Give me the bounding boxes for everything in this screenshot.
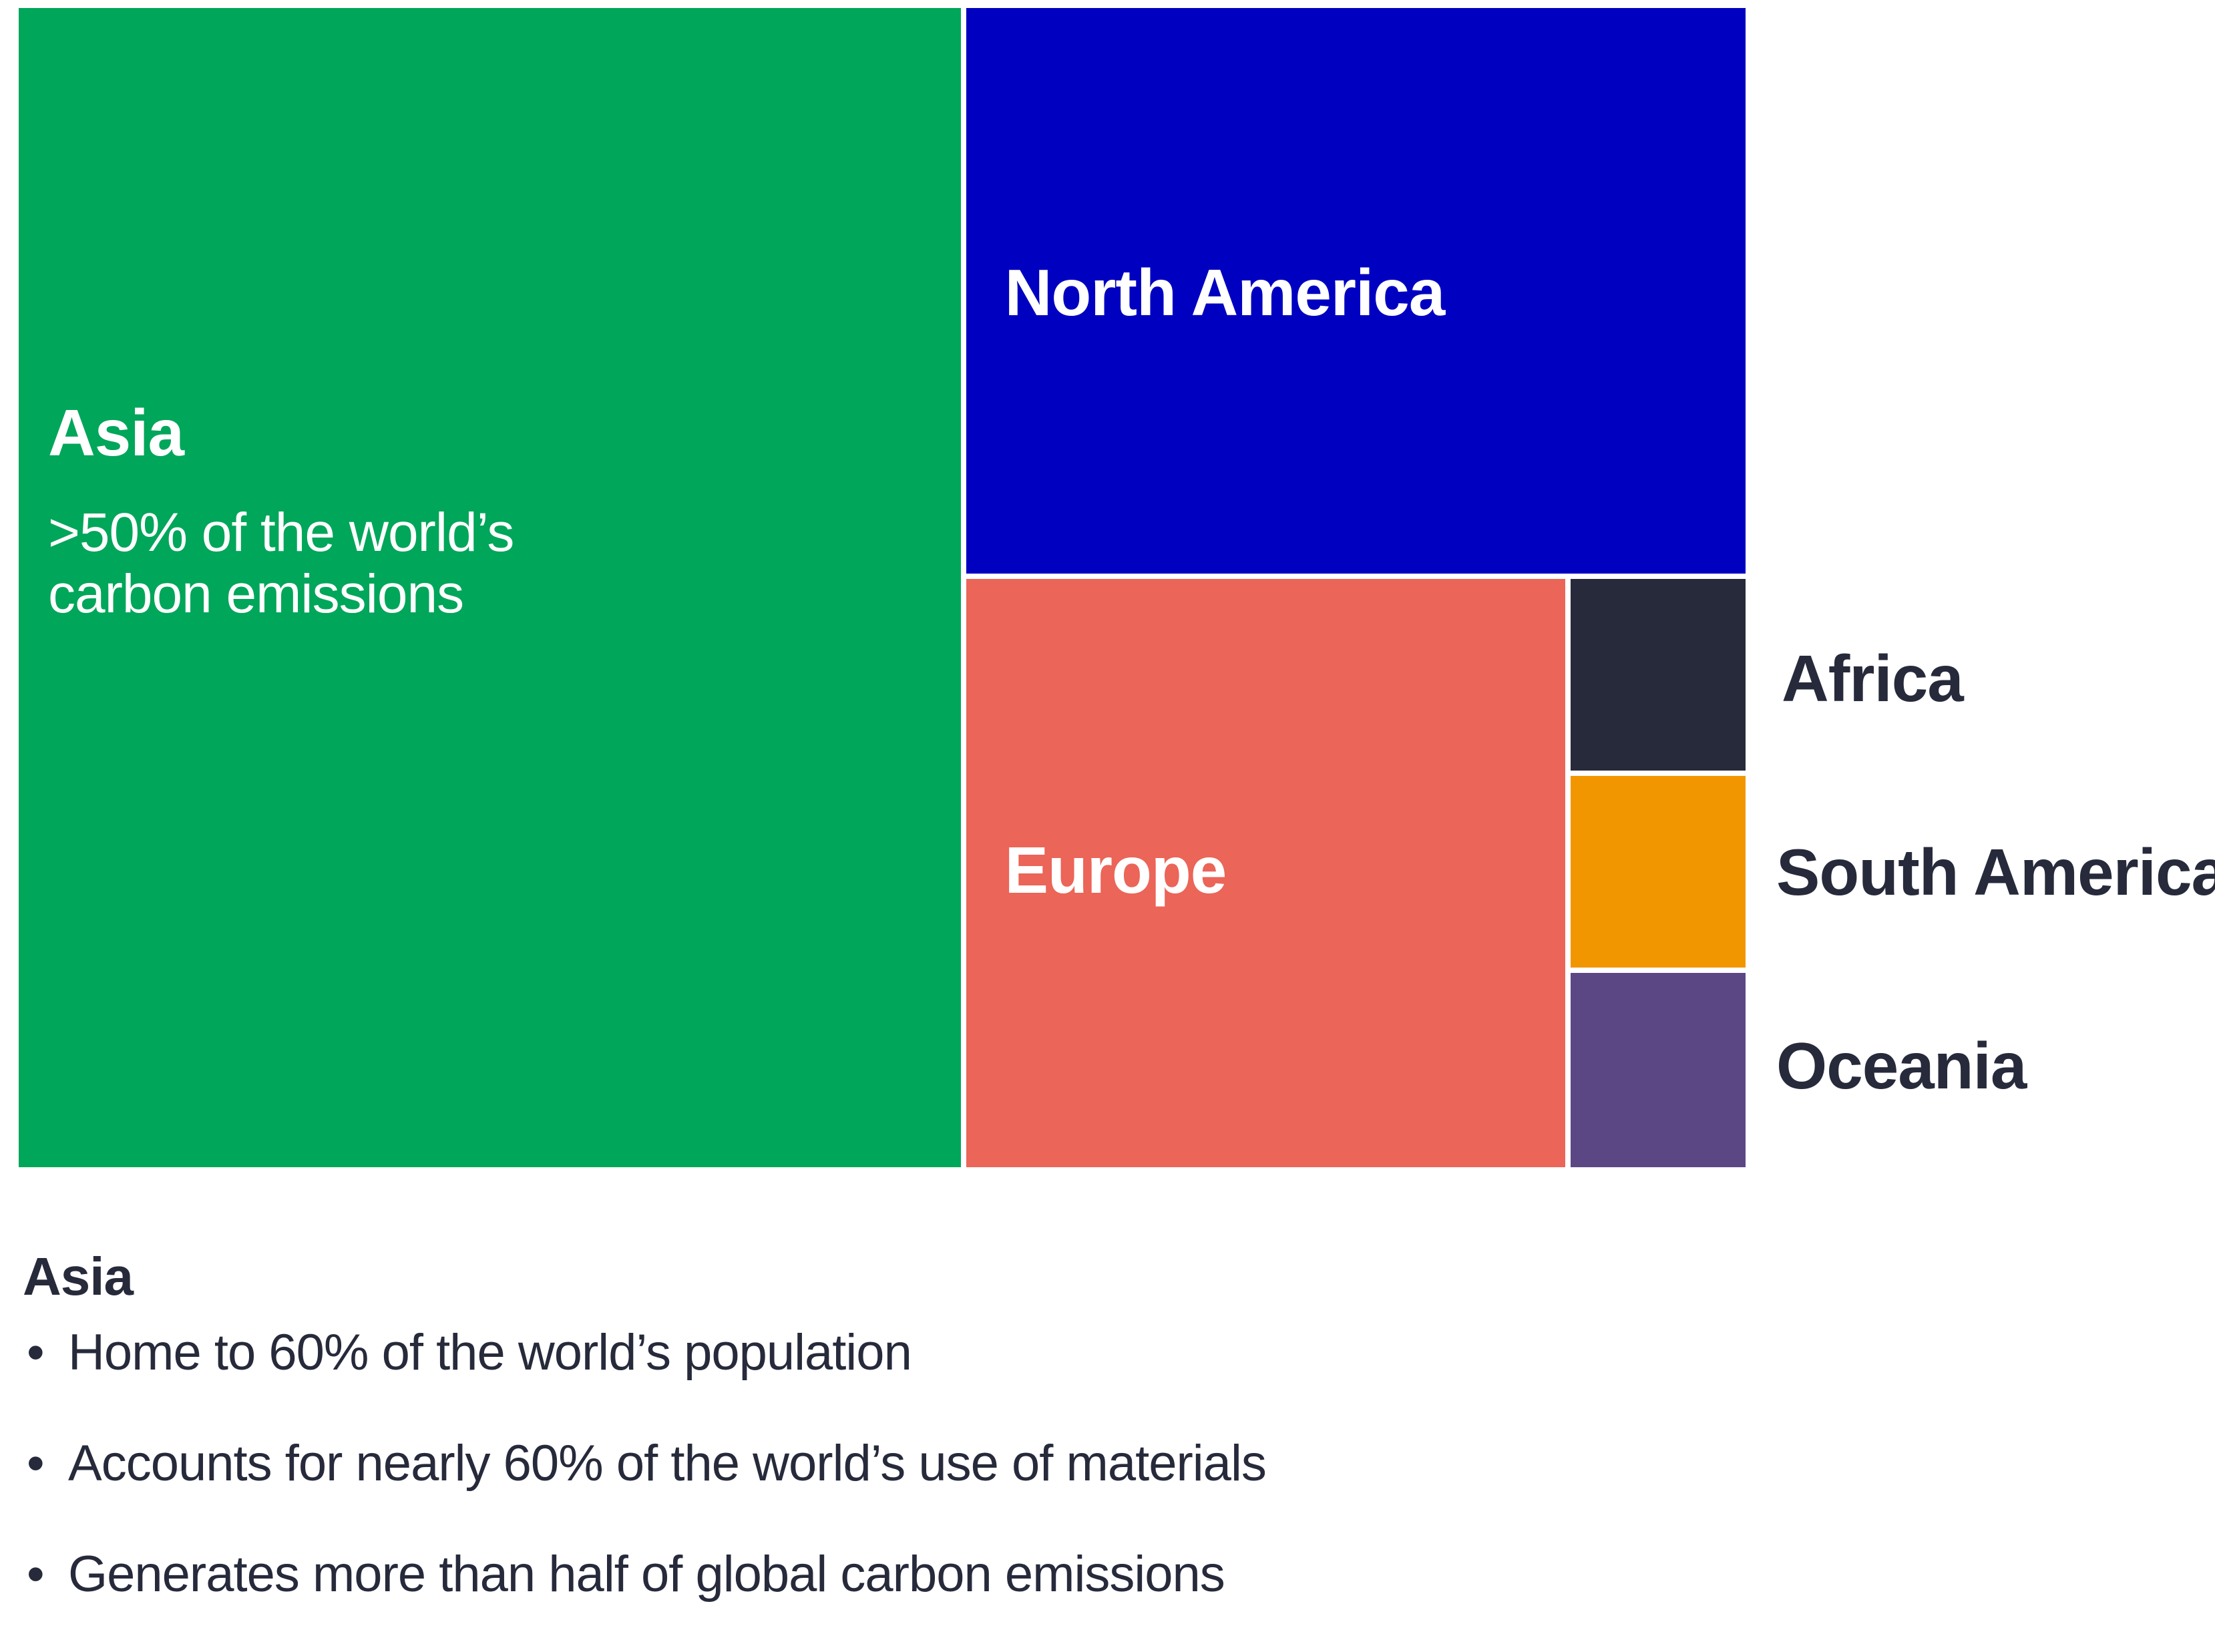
note-text: Generates more than half of global carbo…: [68, 1546, 1225, 1603]
label-south-america: South America: [1776, 835, 2215, 909]
bullet-icon: •: [27, 1324, 45, 1381]
treemap-chart: Asia >50% of the world’s carbon emission…: [19, 8, 1746, 1167]
tile-north-america-label: North America: [1004, 256, 1446, 329]
note-text: Home to 60% of the world’s population: [68, 1324, 912, 1381]
asia-notes: Asia • Home to 60% of the world’s popula…: [23, 1243, 2026, 1652]
tile-asia: Asia >50% of the world’s carbon emission…: [19, 8, 961, 1167]
tile-asia-subtext: >50% of the world’s carbon emissions: [48, 502, 514, 624]
label-africa: Africa: [1782, 642, 1964, 715]
notes-title: Asia: [23, 1247, 134, 1306]
note-item: • Accounts for nearly 60% of the world’s…: [23, 1430, 2026, 1497]
tile-europe: Europe: [966, 579, 1565, 1167]
label-oceania: Oceania: [1776, 1029, 2027, 1102]
tile-north-america: North America: [966, 8, 1746, 574]
note-text: Accounts for nearly 60% of the world’s u…: [68, 1435, 1267, 1492]
tile-asia-label: Asia: [48, 396, 184, 469]
tile-south-america: [1570, 776, 1746, 968]
tile-oceania: [1570, 973, 1746, 1167]
note-item: • Home to 60% of the world’s population: [23, 1319, 2026, 1386]
bullet-icon: •: [27, 1435, 45, 1492]
tile-africa: [1570, 579, 1746, 771]
tile-europe-label: Europe: [1004, 833, 1227, 907]
note-item: • Generates more than half of global car…: [23, 1541, 2026, 1608]
bullet-icon: •: [27, 1546, 45, 1603]
